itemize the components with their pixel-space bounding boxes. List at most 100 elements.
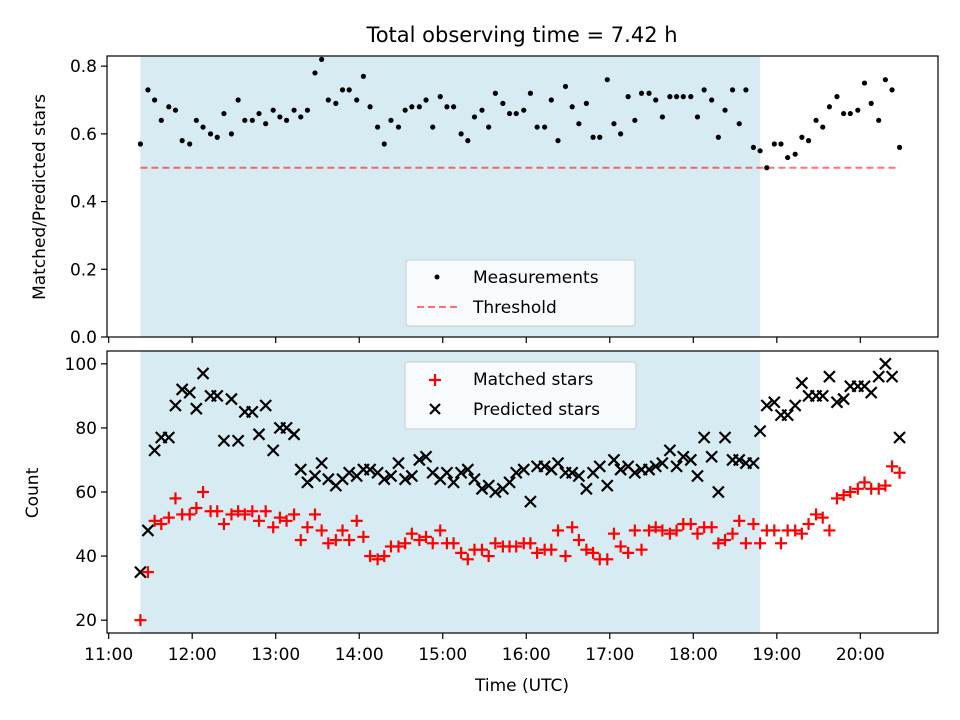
matched-star-point (259, 505, 272, 518)
measurement-point (667, 94, 673, 100)
predicted-star-point (718, 431, 732, 444)
measurement-point (597, 134, 603, 140)
measurement-point (486, 124, 492, 130)
measurement-point (638, 90, 645, 96)
predicted-star-point (308, 469, 322, 483)
measurement-point (841, 110, 847, 117)
matched-star-point (329, 534, 342, 547)
measurement-point (221, 110, 227, 117)
measurement-point (465, 138, 471, 144)
matched-star-point (830, 492, 843, 505)
measurement-point (562, 83, 569, 90)
predicted-star-point (830, 395, 844, 409)
matched-star-point (607, 527, 620, 540)
predicted-star-point (580, 482, 593, 496)
measurement-point (876, 117, 882, 123)
matched-star-point (447, 537, 460, 550)
count-y-axis-label: Count (23, 467, 43, 518)
predicted-star-point (524, 495, 537, 508)
matched-star-point (280, 514, 293, 527)
matched-star-point (190, 502, 203, 515)
measurement-point (709, 97, 715, 103)
measurement-point (750, 144, 757, 151)
predicted-star-point (315, 456, 328, 470)
measurement-point (813, 117, 819, 123)
matched-star-point (524, 537, 537, 550)
legend-predicted-label: Predicted stars (473, 400, 600, 420)
predicted-star-point (837, 392, 850, 406)
measurement-point (374, 124, 381, 130)
measurement-point (834, 94, 840, 100)
matched-star-point (789, 524, 802, 537)
matched-star-point (169, 492, 182, 505)
predicted-star-point (768, 395, 781, 409)
predicted-star-point (649, 460, 662, 473)
matched-star-point (155, 518, 168, 531)
measurement-point (847, 110, 853, 117)
matched-star-point (872, 482, 885, 495)
measurement-point (500, 100, 506, 106)
measurement-point (548, 97, 554, 103)
measurement-point (688, 94, 694, 100)
predicted-star-point (691, 469, 704, 483)
measurement-point (388, 117, 394, 123)
matched-star-point (336, 524, 349, 537)
matched-star-point (197, 486, 210, 498)
count-panel: 20 40 60 80 100 11:00 12:00 13:00 14:00 15:00 16:… (23, 350, 939, 696)
measurement-point (137, 141, 144, 147)
predicted-star-point (697, 431, 711, 444)
matched-star-point (628, 524, 641, 537)
y-tick-label: 60 (75, 483, 97, 503)
predicted-star-point (468, 472, 481, 486)
predicted-star-point (287, 428, 301, 441)
predicted-star-point (760, 399, 774, 412)
matched-star-point (858, 476, 871, 489)
measurement-point (527, 90, 534, 96)
matched-star-point (893, 466, 906, 479)
measurement-point (506, 110, 513, 117)
matched-star-point (531, 546, 544, 559)
predicted-star-point (259, 399, 272, 412)
measurement-point (298, 114, 304, 120)
matched-star-point (726, 527, 739, 540)
predicted-star-point (231, 434, 245, 448)
predicted-star-point (747, 456, 760, 470)
y-tick-label: 0.4 (70, 193, 97, 213)
predicted-star-point (447, 476, 460, 489)
matched-star-point (211, 505, 224, 518)
measurement-point (291, 107, 297, 113)
predicted-star-point (823, 370, 836, 383)
predicted-star-point (175, 383, 189, 396)
matched-star-point (350, 514, 363, 527)
predicted-star-point (266, 444, 280, 457)
matched-star-point (816, 511, 829, 524)
x-tick-label: 19:00 (752, 645, 801, 665)
measurement-point (242, 117, 248, 123)
measurement-point (263, 121, 269, 127)
matched-star-point (267, 521, 280, 534)
predicted-star-point (712, 485, 725, 499)
matched-star-point (572, 534, 585, 547)
predicted-star-point (628, 466, 642, 480)
measurement-point (256, 110, 262, 117)
predicted-star-point (217, 434, 231, 448)
predicted-star-point (572, 469, 586, 483)
measurement-point (325, 97, 331, 103)
predicted-star-point (475, 482, 489, 496)
predicted-star-point (141, 524, 155, 537)
measurement-point (430, 124, 436, 130)
measurement-point (409, 104, 415, 110)
x-tick-label: 17:00 (585, 645, 634, 665)
matched-star-point (343, 534, 356, 547)
measurement-point (805, 138, 812, 144)
measurement-point (889, 87, 895, 93)
predicted-star-point (190, 402, 203, 415)
count-legend: Matched stars Predicted stars (404, 361, 637, 430)
matched-star-point (663, 527, 676, 540)
matched-star-point (315, 524, 328, 537)
matched-star-point (559, 550, 572, 563)
matched-star-point (733, 514, 746, 527)
measurement-point (200, 124, 206, 130)
x-tick-label: 16:00 (502, 645, 551, 665)
